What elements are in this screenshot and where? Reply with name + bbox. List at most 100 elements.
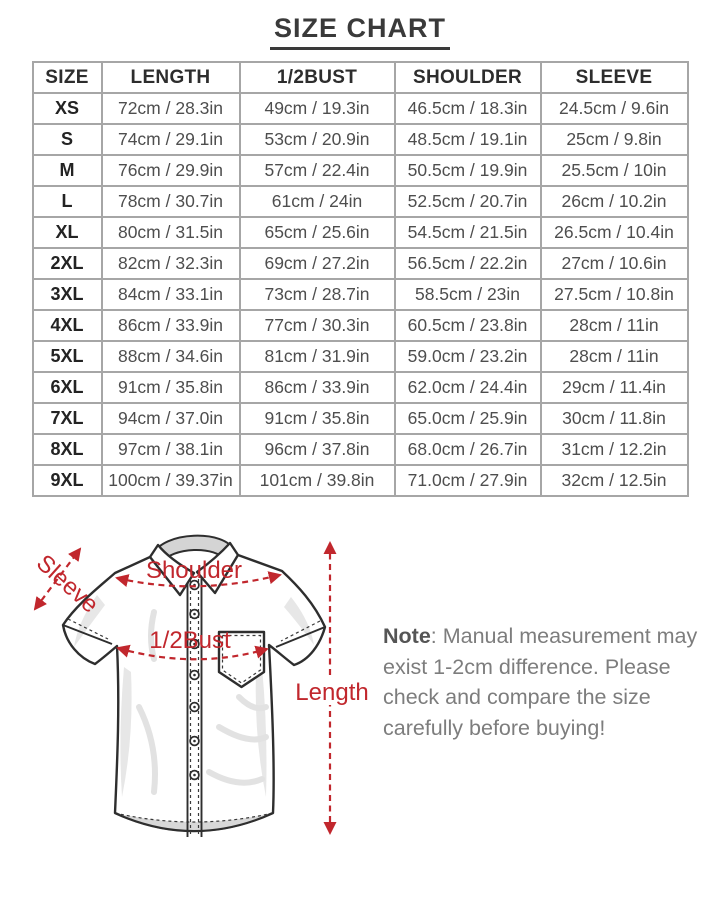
- size-cell: 6XL: [31, 371, 103, 404]
- hem-edge: [114, 812, 274, 832]
- table-row: XL 80cm / 31.5in 65cm / 25.6in 54.5cm / 21.…: [31, 216, 689, 249]
- column-header: 1/2BUST: [238, 61, 396, 94]
- measurement-cell: 60.5cm / 23.8in: [393, 309, 542, 342]
- measurement-cell: 27cm / 10.6in: [539, 247, 689, 280]
- sleeve-arrow: [33, 547, 82, 611]
- measurement-cell: 77cm / 30.3in: [238, 309, 396, 342]
- measurement-cell: 54.5cm / 21.5in: [393, 216, 542, 249]
- table-row: 8XL 97cm / 38.1in 96cm / 37.8in 68.0cm / 26…: [31, 433, 689, 466]
- measurement-cell: 101cm / 39.8in: [238, 464, 396, 497]
- column-header: SHOULDER: [393, 61, 542, 94]
- shoulder-measure-label: Shoulder: [146, 557, 242, 584]
- measurement-cell: 62.0cm / 24.4in: [393, 371, 542, 404]
- page-title: SIZE CHART: [270, 13, 450, 50]
- measurement-cell: 76cm / 29.9in: [100, 154, 241, 187]
- measurement-cell: 68.0cm / 26.7in: [393, 433, 542, 466]
- measurement-cell: 49cm / 19.3in: [238, 92, 396, 125]
- measurement-cell: 86cm / 33.9in: [238, 371, 396, 404]
- measurement-cell: 59.0cm / 23.2in: [393, 340, 542, 373]
- length-label-bg: [296, 679, 368, 705]
- table-row: 3XL 84cm / 33.1in 73cm / 28.7in 58.5cm / 23…: [31, 278, 689, 311]
- measurement-cell: 80cm / 31.5in: [100, 216, 241, 249]
- measurement-cell: 97cm / 38.1in: [100, 433, 241, 466]
- table-row: 2XL 82cm / 32.3in 69cm / 27.2in 56.5cm / 22…: [31, 247, 689, 280]
- measurement-cell: 29cm / 11.4in: [539, 371, 689, 404]
- left-cuff-fold: [62, 624, 113, 645]
- size-cell: XS: [31, 92, 103, 125]
- measurement-cell: 57cm / 22.4in: [238, 154, 396, 187]
- table-row: 6XL 91cm / 35.8in 86cm / 33.9in 62.0cm / 24…: [31, 371, 689, 404]
- measurement-cell: 100cm / 39.37in: [100, 464, 241, 497]
- measurement-cell: 50.5cm / 19.9in: [393, 154, 542, 187]
- measurement-cell: 27.5cm / 10.8in: [539, 278, 689, 311]
- shirt-measurement-diagram: Sleeve Shoulder 1/2Bust Length: [31, 534, 369, 837]
- measurement-cell: 71.0cm / 27.9in: [393, 464, 542, 497]
- size-cell: 3XL: [31, 278, 103, 311]
- measurement-cell: 32cm / 12.5in: [539, 464, 689, 497]
- sleeve-measure-label: Sleeve: [31, 549, 104, 618]
- measurement-cell: 94cm / 37.0in: [100, 402, 241, 435]
- measurement-cell: 26cm / 10.2in: [539, 185, 689, 218]
- measurement-cell: 84cm / 33.1in: [100, 278, 241, 311]
- measurement-cell: 65.0cm / 25.9in: [393, 402, 542, 435]
- measurement-cell: 78cm / 30.7in: [100, 185, 241, 218]
- measurement-cell: 86cm / 33.9in: [100, 309, 241, 342]
- measurement-cell: 69cm / 27.2in: [238, 247, 396, 280]
- measurement-cell: 31cm / 12.2in: [539, 433, 689, 466]
- table-row: S 74cm / 29.1in 53cm / 20.9in 48.5cm / 19.1…: [31, 123, 689, 156]
- fabric-shading: [74, 595, 314, 797]
- measurement-cell: 58.5cm / 23in: [393, 278, 542, 311]
- measurement-cell: 56.5cm / 22.2in: [393, 247, 542, 280]
- size-cell: L: [31, 185, 103, 218]
- measurement-cell: 28cm / 11in: [539, 340, 689, 373]
- note-label: Note: [383, 624, 431, 648]
- size-cell: M: [31, 154, 103, 187]
- column-header: LENGTH: [100, 61, 241, 94]
- hem-stitch: [114, 812, 274, 823]
- size-cell: 4XL: [31, 309, 103, 342]
- size-cell: 8XL: [31, 433, 103, 466]
- measurement-cell: 81cm / 31.9in: [238, 340, 396, 373]
- measurement-cell: 73cm / 28.7in: [238, 278, 396, 311]
- table-row: XS 72cm / 28.3in 49cm / 19.3in 46.5cm / 18.…: [31, 92, 689, 125]
- measurement-cell: 91cm / 35.8in: [100, 371, 241, 404]
- measurement-cell: 48.5cm / 19.1in: [393, 123, 542, 156]
- measurement-cell: 61cm / 24in: [238, 185, 396, 218]
- header-row: SIZE LENGTH 1/2BUST SHOULDER SLEEVE: [31, 61, 689, 94]
- table-row: 7XL 94cm / 37.0in 91cm / 35.8in 65.0cm / 25…: [31, 402, 689, 435]
- left-cuff-stitch: [67, 618, 109, 640]
- measurement-cell: 25.5cm / 10in: [539, 154, 689, 187]
- size-chart-table: SIZE LENGTH 1/2BUST SHOULDER SLEEVE XS 72cm /…: [31, 61, 689, 497]
- measurement-cell: 88cm / 34.6in: [100, 340, 241, 373]
- measurement-cell: 46.5cm / 18.3in: [393, 92, 542, 125]
- shirt-body: [61, 547, 327, 833]
- table-row: 9XL 100cm / 39.37in 101cm / 39.8in 71.0cm /…: [31, 464, 689, 497]
- measurement-cell: 72cm / 28.3in: [100, 92, 241, 125]
- measurement-cell: 30cm / 11.8in: [539, 402, 689, 435]
- measurement-cell: 52.5cm / 20.7in: [393, 185, 542, 218]
- size-cell: 2XL: [31, 247, 103, 280]
- measurement-cell: 74cm / 29.1in: [100, 123, 241, 156]
- measurement-cell: 96cm / 37.8in: [238, 433, 396, 466]
- bust-measure-label: 1/2Bust: [149, 627, 231, 654]
- right-cuff-stitch: [280, 620, 321, 642]
- measurement-cell: 82cm / 32.3in: [100, 247, 241, 280]
- column-header: SIZE: [31, 61, 103, 94]
- right-cuff-fold: [275, 626, 326, 648]
- length-measure-label: Length: [295, 679, 368, 706]
- size-cell: XL: [31, 216, 103, 249]
- size-cell: 9XL: [31, 464, 103, 497]
- table-row: 4XL 86cm / 33.9in 77cm / 30.3in 60.5cm / 23…: [31, 309, 689, 342]
- table-row: L 78cm / 30.7in 61cm / 24in 52.5cm / 20.7in…: [31, 185, 689, 218]
- measurement-cell: 28cm / 11in: [539, 309, 689, 342]
- size-cell: S: [31, 123, 103, 156]
- column-header: SLEEVE: [539, 61, 689, 94]
- bust-arrow: [116, 644, 269, 661]
- size-cell: 5XL: [31, 340, 103, 373]
- table-row: M 76cm / 29.9in 57cm / 22.4in 50.5cm / 19.9…: [31, 154, 689, 187]
- note-body: : Manual measurement may exist 1-2cm dif…: [383, 624, 698, 740]
- measurement-cell: 24.5cm / 9.6in: [539, 92, 689, 125]
- measurement-cell: 26.5cm / 10.4in: [539, 216, 689, 249]
- size-cell: 7XL: [31, 402, 103, 435]
- table-row: 5XL 88cm / 34.6in 81cm / 31.9in 59.0cm / 23…: [31, 340, 689, 373]
